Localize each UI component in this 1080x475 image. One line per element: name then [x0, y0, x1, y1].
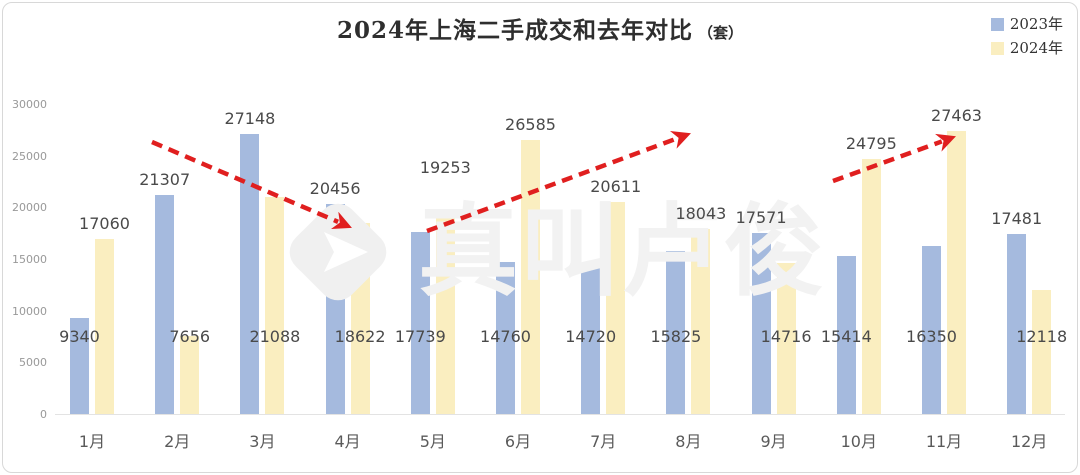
x-label-8月: 8月 — [675, 432, 702, 451]
y-tick-0: 0 — [40, 408, 47, 421]
bar-label-2023年-2月: 21307 — [139, 169, 191, 189]
bar-2024年-1月 — [95, 238, 114, 415]
bar-label-2023年-9月: 17571 — [735, 208, 787, 228]
bar-label-2024年-1月: 17060 — [79, 213, 130, 233]
x-label-5月: 5月 — [419, 432, 446, 451]
bar-2023年-5月 — [410, 231, 430, 415]
bar-2024年-10月 — [861, 158, 881, 415]
bar-2024年-12月 — [1032, 289, 1052, 415]
bar-label-2024年-4月: 18622 — [334, 327, 386, 346]
bar-2024年-8月 — [691, 228, 711, 415]
bar-label-2023年-4月: 20456 — [309, 178, 361, 198]
bar-2023年-11月 — [922, 246, 941, 415]
legend-label-2023: 2023年 — [1009, 15, 1063, 33]
bar-label-2024年-6月: 26585 — [505, 115, 556, 135]
bar-2023年-4月 — [325, 203, 345, 415]
bar-label-2024年-2月: 7656 — [169, 327, 211, 346]
bar-label-2023年-5月: 17739 — [394, 327, 446, 346]
bar-label-2024年-5月: 19253 — [419, 158, 471, 178]
bar-2023年-1月 — [70, 318, 89, 415]
bar-label-2024年-9月: 14716 — [760, 327, 812, 346]
bar-2024年-2月 — [180, 335, 200, 415]
x-label-7月: 7月 — [590, 432, 617, 451]
bar-label-2023年-3月: 27148 — [224, 109, 276, 129]
chart-title-unit: （套） — [698, 24, 744, 42]
bar-2024年-3月 — [265, 197, 285, 415]
bar-label-2024年-8月: 18043 — [675, 203, 727, 223]
legend: 2023年 2024年 — [990, 15, 1063, 65]
x-axis-line — [55, 414, 1065, 415]
x-label-4月: 4月 — [334, 432, 361, 451]
bar-2024年-5月 — [435, 216, 455, 415]
title-row: 2024年上海二手成交和去年对比 （套） — [0, 11, 1080, 45]
bar-2024年-9月 — [776, 262, 796, 415]
x-label-2月: 2月 — [164, 432, 191, 451]
legend-item-2023: 2023年 — [990, 15, 1063, 33]
bar-2023年-8月 — [666, 251, 686, 415]
legend-swatch-2024 — [990, 42, 1004, 55]
bar-2024年-11月 — [947, 131, 966, 415]
y-tick-15000: 15000 — [12, 253, 47, 266]
x-label-3月: 3月 — [249, 432, 276, 451]
legend-label-2024: 2024年 — [1009, 39, 1063, 57]
bar-label-2023年-10月: 15414 — [820, 327, 872, 346]
chart-title: 2024年上海二手成交和去年对比 — [336, 17, 693, 44]
bar-2023年-12月 — [1007, 234, 1027, 415]
legend-swatch-2023 — [990, 18, 1004, 31]
x-label-12月: 12月 — [1011, 432, 1048, 451]
x-label-6月: 6月 — [504, 432, 532, 451]
x-label-1月: 1月 — [78, 432, 106, 451]
bar-label-2023年-12月: 17481 — [991, 209, 1043, 229]
y-tick-30000: 30000 — [12, 98, 47, 111]
bar-2023年-10月 — [836, 255, 856, 415]
x-label-11月: 11月 — [925, 432, 963, 451]
bar-2023年-3月 — [240, 134, 260, 415]
y-tick-10000: 10000 — [12, 304, 47, 318]
bar-2024年-6月 — [521, 140, 540, 415]
bar-2023年-9月 — [751, 233, 771, 415]
bar-label-2023年-6月: 14760 — [480, 327, 531, 346]
bar-label-2024年-3月: 21088 — [249, 327, 301, 346]
x-label-9月: 9月 — [760, 432, 787, 451]
bar-label-2023年-7月: 14720 — [565, 327, 617, 346]
bar-2024年-7月 — [606, 202, 626, 415]
y-tick-20000: 20000 — [12, 201, 47, 215]
bar-label-2024年-12月: 12118 — [1016, 327, 1068, 346]
bar-label-2024年-7月: 20611 — [590, 177, 642, 197]
y-tick-25000: 25000 — [12, 149, 47, 163]
x-label-10月: 10月 — [840, 432, 877, 451]
bar-label-2024年-10月: 24795 — [845, 133, 897, 153]
bar-label-2023年-11月: 16350 — [906, 327, 957, 346]
bar-2023年-6月 — [496, 262, 515, 415]
y-tick-5000: 5000 — [19, 356, 47, 370]
bar-label-2023年-8月: 15825 — [650, 327, 702, 346]
bar-2023年-2月 — [155, 194, 175, 415]
bar-2023年-7月 — [581, 262, 601, 415]
legend-item-2024: 2024年 — [990, 39, 1063, 57]
bar-label-2024年-11月: 27463 — [931, 106, 982, 126]
bar-label-2023年-1月: 9340 — [59, 327, 100, 346]
bar-2024年-4月 — [350, 222, 370, 415]
